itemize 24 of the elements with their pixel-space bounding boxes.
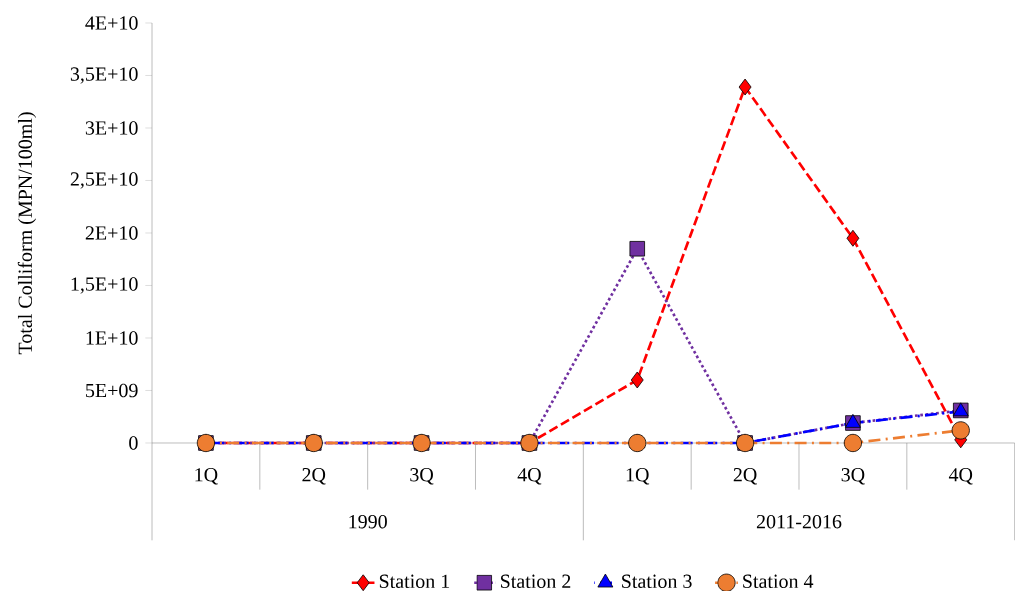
legend-label: Station 4 (743, 574, 814, 589)
legend-label: Station 1 (379, 574, 450, 589)
y-tick-label: 0 (129, 436, 138, 450)
y-tick-label: 1E+10 (86, 331, 138, 345)
text: 1990 (349, 514, 387, 529)
y-tick-label: 5E+09 (86, 383, 138, 398)
legend-label: Station 2 (501, 574, 571, 589)
text: 2011-2016 (756, 514, 842, 529)
y-tick-label: 2,5E+10 (70, 172, 138, 189)
y-tick-label: 1,5E+10 (71, 277, 138, 294)
x-tick-label: 1Q (195, 468, 218, 485)
x-tick-label: 2Q (733, 468, 757, 485)
legend-label: Station 3 (622, 574, 692, 589)
y-tick-label: 2E+10 (85, 226, 138, 240)
y-axis-title: Total Colliform (MPN/100ml) (17, 112, 37, 355)
x-tick-label: 3Q (410, 468, 434, 485)
x-tick-label: 1Q (626, 468, 650, 485)
x-tick-label: 3Q (841, 468, 865, 485)
y-tick-label: 3E+10 (85, 121, 138, 135)
x-tick-label: 4Q (517, 468, 542, 485)
y-tick-label: 4E+10 (85, 16, 138, 30)
x-tick-label: 2Q (302, 468, 326, 485)
x-tick-label: 4Q (948, 468, 973, 485)
y-tick-label: 3,5E+10 (70, 67, 138, 84)
